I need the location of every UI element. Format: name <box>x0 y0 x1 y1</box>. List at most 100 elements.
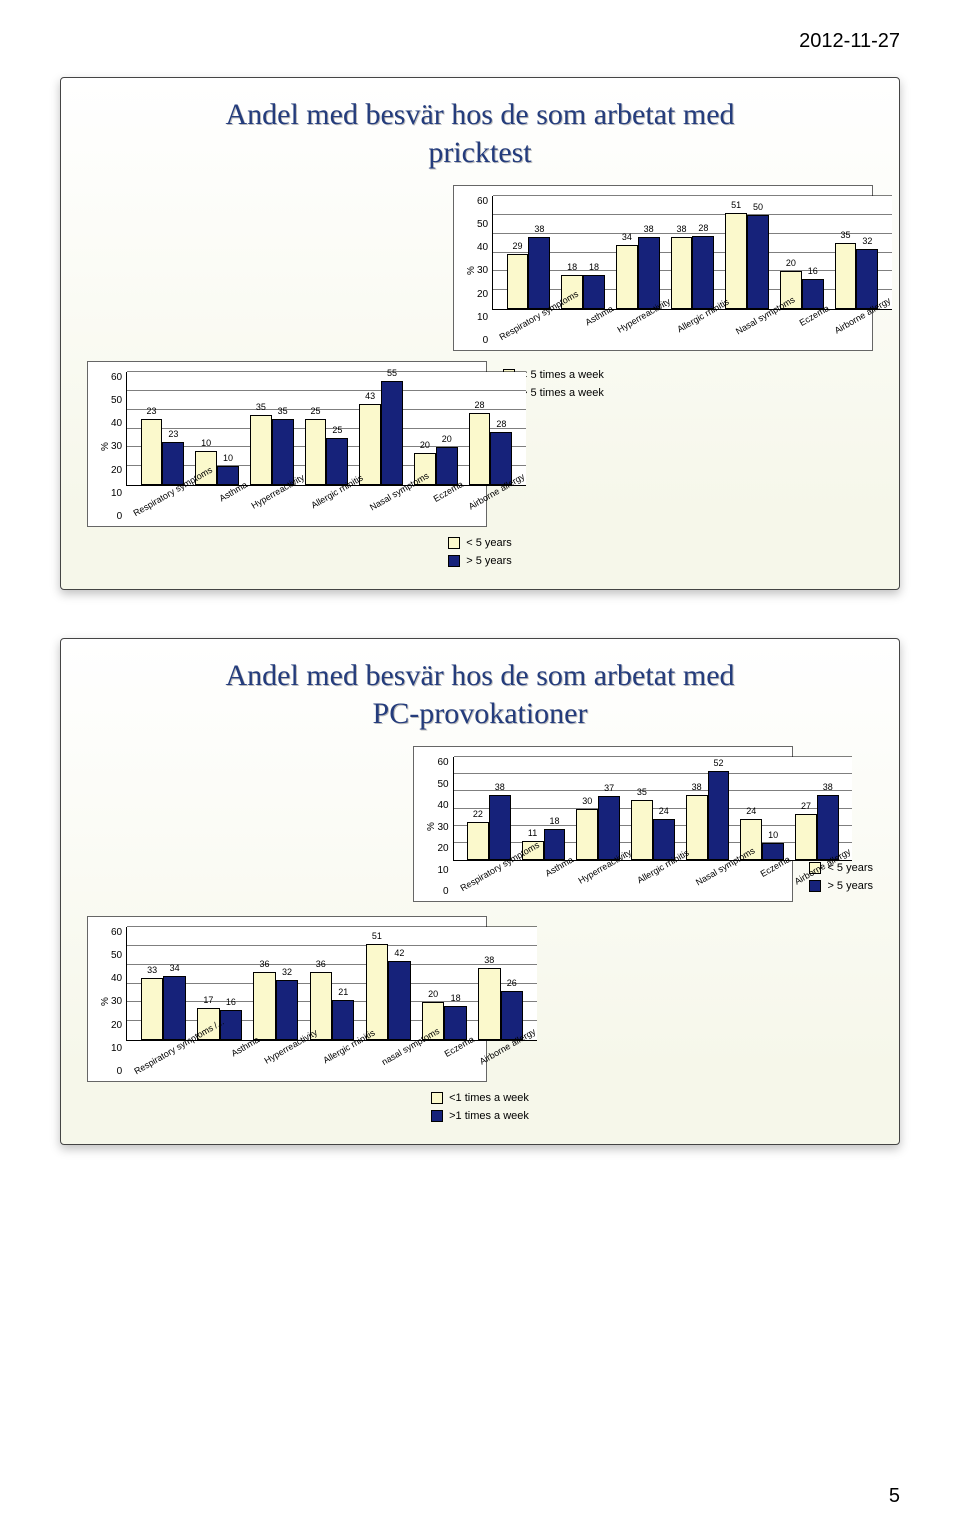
bar-value: 28 <box>496 419 506 429</box>
bar-group: 3621 <box>304 927 360 1040</box>
bar-value: 35 <box>256 402 266 412</box>
bar: 22 <box>467 822 489 860</box>
legend-item: < 5 years <box>448 537 512 549</box>
legend-label: < 5 times a week <box>521 369 604 381</box>
bar-value: 35 <box>278 406 288 416</box>
bar-value: 34 <box>170 963 180 973</box>
y-tick: 20 <box>111 1020 122 1031</box>
bar-value: 28 <box>475 400 485 410</box>
chart-pc-years: %605040302010022381118303735243852241027… <box>413 746 793 902</box>
y-tick: 40 <box>111 418 122 429</box>
bar: 35 <box>250 415 272 485</box>
bar: 51 <box>366 944 388 1040</box>
bar-value: 11 <box>528 828 537 838</box>
y-axis-label: % <box>424 757 437 897</box>
bar: 55 <box>381 381 403 485</box>
bar-value: 51 <box>731 200 741 210</box>
bar-value: 34 <box>622 232 632 242</box>
bar: 52 <box>708 771 730 860</box>
bar: 21 <box>332 1000 354 1040</box>
chart-pc-week: %605040302010033341716363236215142201838… <box>87 916 487 1082</box>
date-header: 2012-11-27 <box>60 30 900 53</box>
bar-value: 10 <box>768 830 778 840</box>
legend-label: > 5 times a week <box>521 387 604 399</box>
bar: 27 <box>795 814 817 860</box>
bar-group: 3334 <box>135 927 191 1040</box>
plot-area: 2238111830373524385224102738 <box>453 757 853 861</box>
plot-wrap: 2938181834383828515020163532Respiratory … <box>492 196 892 346</box>
bar-value: 18 <box>589 262 599 272</box>
bar-group: 28 28 <box>463 372 518 485</box>
bar-group: 2020 <box>408 372 463 485</box>
y-tick: 50 <box>111 950 122 961</box>
legend-item: > 5 years <box>448 555 512 567</box>
bar: 10 <box>217 466 239 485</box>
legend-label: < 5 years <box>466 537 512 549</box>
bar-group: 23 23 <box>135 372 190 485</box>
bar: 35 <box>631 800 653 860</box>
bars-row: 2238111830373524385224102738 <box>454 757 853 860</box>
bar-group: 2938 <box>501 196 556 309</box>
bar-group: 3852 <box>680 757 735 860</box>
bar: 35 <box>835 243 857 309</box>
title-line1: Andel med besvär hos de som arbetat med <box>225 98 734 131</box>
y-tick: 30 <box>111 996 122 1007</box>
bar-group: 1010 <box>190 372 245 485</box>
y-tick: 20 <box>437 843 448 854</box>
bar-value: 37 <box>604 783 614 793</box>
x-axis: Respiratory symptoms /...AsthmaHyperreac… <box>126 1041 537 1077</box>
y-tick: 60 <box>477 196 488 207</box>
bar-group: 36 32 <box>248 927 304 1040</box>
plot-wrap: 3334171636323621514220183826Respiratory … <box>126 927 537 1077</box>
y-tick: 40 <box>477 242 488 253</box>
y-tick: 50 <box>111 395 122 406</box>
bar: 34 <box>163 976 185 1040</box>
bar-group: 3524 <box>626 757 681 860</box>
bar-group: 5142 <box>360 927 416 1040</box>
bar-group: 1118 <box>516 757 571 860</box>
bar: 29 <box>507 254 529 309</box>
bar: 38 <box>686 795 708 860</box>
bar: 25 <box>305 419 327 485</box>
slide-pc-provokationer: Andel med besvär hos de som arbetat med … <box>60 638 900 1145</box>
y-tick: 10 <box>437 865 448 876</box>
y-tick: 40 <box>437 800 448 811</box>
y-tick: 0 <box>437 886 448 897</box>
bar: 38 <box>671 237 693 309</box>
bar-value: 29 <box>512 241 522 251</box>
slide-title: Andel med besvär hos de som arbetat med … <box>87 96 873 171</box>
legend-years: < 5 years > 5 years <box>448 537 512 567</box>
bar-value: 26 <box>507 978 517 988</box>
bar-value: 22 <box>473 809 483 819</box>
bar-group: 2238 <box>462 757 517 860</box>
legend-swatch-icon <box>431 1110 443 1122</box>
bar-group: 2410 <box>735 757 790 860</box>
plot-wrap: 2238111830373524385224102738Respiratory … <box>453 757 853 897</box>
bar-group: 2016 <box>774 196 829 309</box>
y-tick: 10 <box>111 488 122 499</box>
bar-group: 2525 <box>299 372 354 485</box>
y-tick: 30 <box>437 822 448 833</box>
legend-label: > 5 years <box>466 555 512 567</box>
y-axis: 6050403020100 <box>111 372 126 522</box>
chart-times-week: %605040302010029381818343838285150201635… <box>453 185 873 351</box>
x-axis: Respiratory symptomsAsthmaHyperreactivit… <box>492 310 892 346</box>
bar-value: 23 <box>168 429 178 439</box>
bar-value: 32 <box>282 967 292 977</box>
plot-wrap: 2323101035352525435520202828Respiratory … <box>126 372 526 522</box>
plot-area: 3334171636323621514220183826 <box>126 927 537 1041</box>
bar-group: 2738 <box>790 757 845 860</box>
y-tick: 10 <box>477 312 488 323</box>
bar: 23 <box>141 419 163 485</box>
bar-value: 38 <box>676 224 686 234</box>
bar-value: 21 <box>338 987 348 997</box>
bar-value: 18 <box>451 993 461 1003</box>
bar-group: 1818 <box>556 196 611 309</box>
bar: 36 <box>253 972 275 1040</box>
bar: 32 <box>856 249 878 309</box>
title-line2: PC-provokationer <box>373 697 588 730</box>
y-tick: 0 <box>111 1066 122 1077</box>
y-tick: 10 <box>111 1043 122 1054</box>
y-tick: 60 <box>111 927 122 938</box>
legend-pc-week: <1 times a week >1 times a week <box>431 1092 529 1122</box>
